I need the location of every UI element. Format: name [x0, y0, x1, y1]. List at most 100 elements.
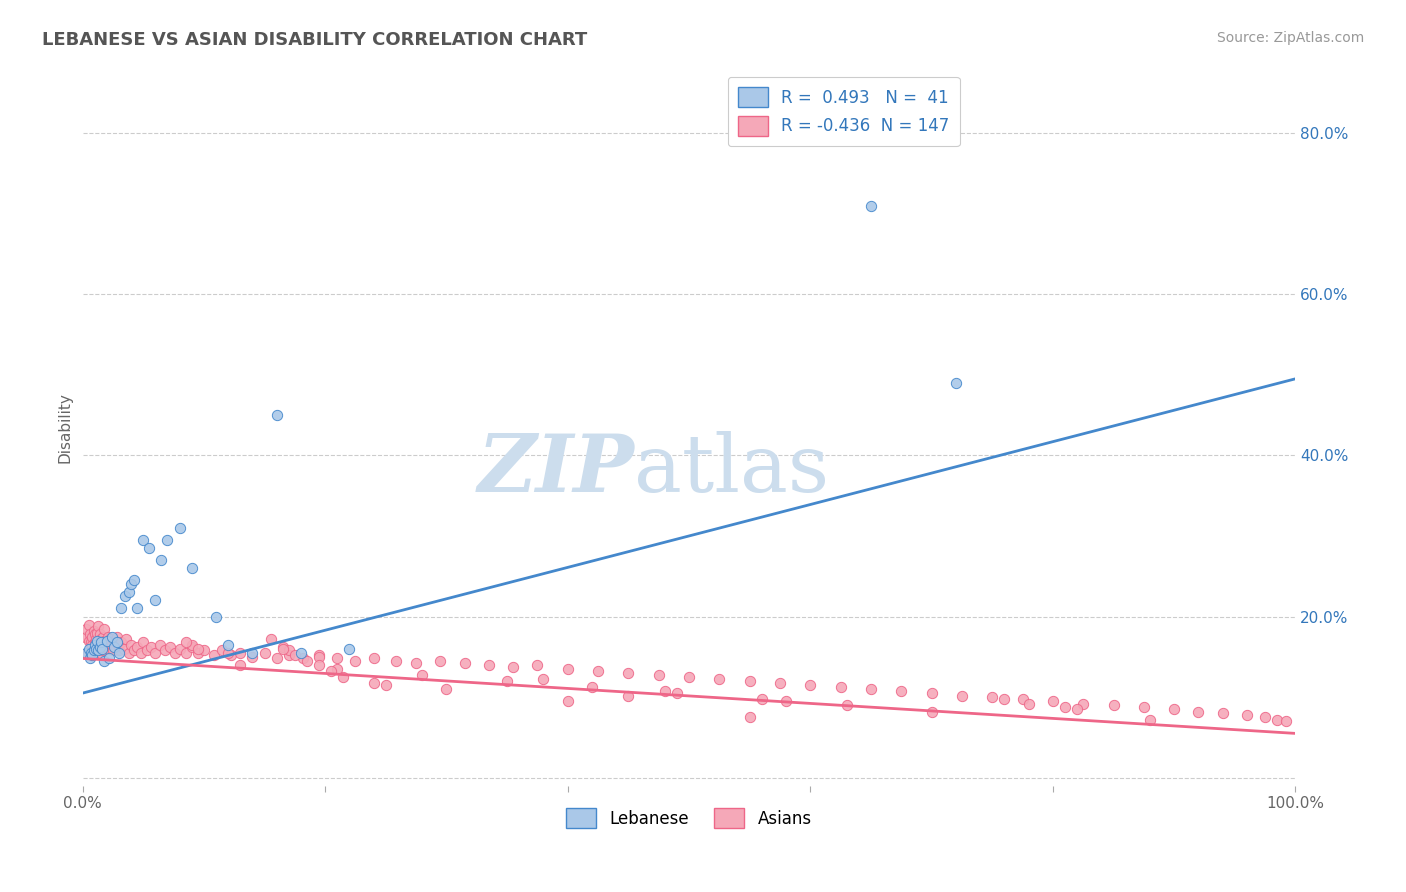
Point — [145, 593, 167, 607]
Point — [478, 657, 501, 672]
Point — [100, 630, 122, 644]
Point — [89, 640, 111, 655]
Point — [266, 408, 288, 422]
Point — [429, 654, 451, 668]
Point — [156, 533, 179, 547]
Point — [586, 665, 609, 679]
Point — [83, 646, 105, 660]
Point — [617, 689, 640, 703]
Point — [93, 633, 115, 648]
Point — [271, 641, 294, 656]
Point — [751, 691, 773, 706]
Point — [105, 635, 128, 649]
Point — [290, 646, 312, 660]
Point — [284, 648, 307, 663]
Point — [118, 585, 141, 599]
Point — [950, 689, 973, 703]
Point — [94, 640, 117, 655]
Point — [120, 577, 142, 591]
Point — [326, 662, 349, 676]
Point — [77, 633, 100, 648]
Point — [83, 643, 105, 657]
Point — [945, 376, 967, 390]
Text: atlas: atlas — [634, 431, 830, 509]
Point — [120, 638, 142, 652]
Point — [122, 643, 145, 657]
Point — [363, 675, 385, 690]
Point — [75, 622, 97, 636]
Point — [219, 648, 242, 663]
Point — [80, 646, 103, 660]
Point — [114, 590, 136, 604]
Point — [150, 553, 173, 567]
Point — [107, 638, 129, 652]
Point — [1042, 694, 1064, 708]
Point — [557, 662, 579, 676]
Point — [132, 635, 155, 649]
Point — [202, 648, 225, 663]
Point — [87, 619, 110, 633]
Point — [405, 657, 427, 671]
Point — [308, 657, 330, 672]
Point — [678, 670, 700, 684]
Point — [308, 649, 330, 664]
Point — [890, 683, 912, 698]
Point — [654, 683, 676, 698]
Point — [180, 561, 202, 575]
Point — [90, 635, 112, 649]
Point — [89, 627, 111, 641]
Point — [100, 638, 122, 652]
Point — [83, 627, 105, 641]
Point — [84, 643, 107, 657]
Point — [100, 632, 122, 646]
Point — [82, 630, 104, 644]
Text: ZIP: ZIP — [478, 432, 634, 509]
Point — [253, 646, 276, 660]
Point — [180, 638, 202, 652]
Point — [86, 625, 108, 640]
Point — [97, 630, 120, 644]
Point — [981, 690, 1004, 705]
Point — [1254, 710, 1277, 724]
Point — [83, 638, 105, 652]
Point — [110, 601, 132, 615]
Point — [581, 681, 603, 695]
Point — [115, 632, 138, 646]
Point — [77, 617, 100, 632]
Point — [271, 640, 294, 655]
Point — [1133, 699, 1156, 714]
Point — [163, 646, 186, 660]
Point — [1212, 706, 1234, 721]
Point — [292, 651, 315, 665]
Point — [138, 541, 160, 555]
Point — [135, 643, 157, 657]
Point — [277, 643, 299, 657]
Point — [326, 651, 349, 665]
Point — [1274, 714, 1296, 729]
Point — [91, 641, 114, 656]
Point — [665, 686, 688, 700]
Point — [217, 646, 239, 660]
Point — [76, 646, 98, 660]
Point — [266, 651, 288, 665]
Point — [105, 630, 128, 644]
Point — [96, 635, 118, 649]
Point — [86, 640, 108, 655]
Point — [217, 638, 239, 652]
Point — [1265, 713, 1288, 727]
Point — [90, 632, 112, 646]
Point — [122, 574, 145, 588]
Point — [79, 627, 101, 641]
Point — [1102, 698, 1125, 713]
Point — [453, 657, 475, 671]
Point — [411, 667, 433, 681]
Point — [83, 624, 105, 638]
Point — [344, 654, 367, 668]
Point — [526, 657, 548, 672]
Text: LEBANESE VS ASIAN DISABILITY CORRELATION CHART: LEBANESE VS ASIAN DISABILITY CORRELATION… — [42, 31, 588, 49]
Point — [104, 640, 127, 655]
Point — [1011, 691, 1033, 706]
Point — [98, 641, 121, 656]
Point — [1066, 702, 1088, 716]
Point — [110, 635, 132, 649]
